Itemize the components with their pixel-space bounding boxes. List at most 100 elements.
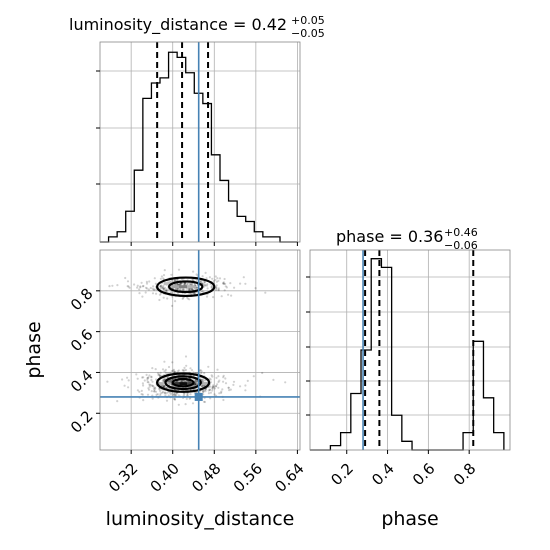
sample-point xyxy=(127,386,130,389)
sample-point xyxy=(201,391,204,394)
sample-point xyxy=(153,386,156,389)
sample-point xyxy=(215,286,218,289)
sample-point xyxy=(215,376,218,379)
density-cell xyxy=(179,376,188,380)
sample-point xyxy=(203,389,206,392)
sample-point xyxy=(163,392,166,395)
sample-point xyxy=(156,393,159,396)
sample-point xyxy=(163,385,166,388)
sample-point xyxy=(159,285,162,288)
sample-point xyxy=(141,393,144,396)
sample-point xyxy=(138,390,141,393)
contour-line xyxy=(171,377,195,388)
sample-point xyxy=(164,394,167,397)
sample-point xyxy=(183,366,186,369)
sample-point xyxy=(182,288,185,291)
sample-point xyxy=(195,273,198,276)
sample-point xyxy=(201,384,204,388)
panel-frame xyxy=(99,41,301,243)
sample-point xyxy=(146,378,149,381)
sample-point xyxy=(185,364,188,367)
sample-point xyxy=(222,380,225,383)
sample-point xyxy=(139,285,142,288)
sample-point xyxy=(148,280,151,283)
sample-point xyxy=(141,295,144,298)
sample-point xyxy=(186,282,189,285)
sample-point xyxy=(202,400,206,403)
sample-point xyxy=(202,379,205,382)
sample-point xyxy=(173,393,176,396)
y-axis-label-phase: phase xyxy=(23,321,45,378)
sample-point xyxy=(218,379,221,382)
sample-point xyxy=(173,370,176,373)
sample-point xyxy=(163,360,166,363)
sample-point xyxy=(166,372,170,375)
sample-point xyxy=(176,392,179,395)
sample-point xyxy=(202,389,205,393)
sample-point xyxy=(176,370,179,373)
x-tick-label: 0.32 xyxy=(105,460,141,496)
sample-point xyxy=(161,391,164,394)
sample-point xyxy=(146,377,149,380)
sample-point xyxy=(209,397,212,400)
sample-point xyxy=(179,282,182,285)
sample-point xyxy=(206,283,209,286)
sample-point xyxy=(207,392,210,395)
sample-point xyxy=(211,375,214,378)
sample-point xyxy=(106,380,109,383)
sample-point xyxy=(183,288,186,291)
joint-posterior-panel: 0.32 0.40 0.48 0.56 0.64 0.2 0.4 0.6 0.8 lumino… xyxy=(23,249,308,530)
sample-point xyxy=(218,392,221,395)
luminosity-distance-err-plus: +0.05 xyxy=(291,14,325,27)
sample-point xyxy=(163,384,166,388)
sample-point xyxy=(207,365,210,368)
sample-point xyxy=(181,288,184,292)
sample-point xyxy=(215,284,218,287)
sample-point xyxy=(162,390,165,394)
sample-point xyxy=(242,276,245,279)
sample-point xyxy=(170,391,173,394)
density-cell xyxy=(187,382,195,386)
sample-point xyxy=(159,285,162,288)
sample-point xyxy=(155,378,158,381)
sample-point xyxy=(186,380,189,383)
sample-point xyxy=(205,284,209,287)
sample-point xyxy=(143,379,146,382)
sample-point xyxy=(116,400,119,403)
sample-point xyxy=(127,285,130,288)
luminosity-distance-title: luminosity_distance = 0.42 xyxy=(69,15,287,35)
sample-point xyxy=(148,383,151,386)
sample-point xyxy=(152,288,155,291)
sample-point xyxy=(217,375,220,378)
sample-point xyxy=(176,279,179,282)
sample-point xyxy=(244,282,247,285)
sample-point xyxy=(163,385,166,388)
sample-point xyxy=(204,388,207,391)
sample-point xyxy=(182,369,185,372)
sample-point xyxy=(170,273,173,276)
sample-point xyxy=(155,393,158,396)
sample-point xyxy=(150,390,153,393)
sample-point xyxy=(158,298,161,302)
sample-point xyxy=(190,287,193,290)
sample-point xyxy=(186,394,189,397)
sample-point xyxy=(202,290,205,293)
sample-point xyxy=(183,283,187,286)
sample-point xyxy=(232,383,235,386)
sample-point xyxy=(136,377,139,380)
sample-point xyxy=(173,393,176,396)
sample-point xyxy=(199,369,202,372)
sample-point xyxy=(212,386,215,389)
sample-point xyxy=(116,284,119,287)
sample-point xyxy=(176,283,179,286)
sample-point xyxy=(153,277,156,280)
sample-point xyxy=(148,385,151,388)
sample-point xyxy=(161,379,164,382)
sample-point xyxy=(229,282,232,285)
x-tick-labels: 0.2 0.4 0.6 0.8 xyxy=(327,460,479,490)
sample-point xyxy=(154,282,157,285)
y-tick-label: 0.8 xyxy=(67,285,97,315)
tick-marks xyxy=(96,290,298,454)
sample-point xyxy=(151,292,155,295)
